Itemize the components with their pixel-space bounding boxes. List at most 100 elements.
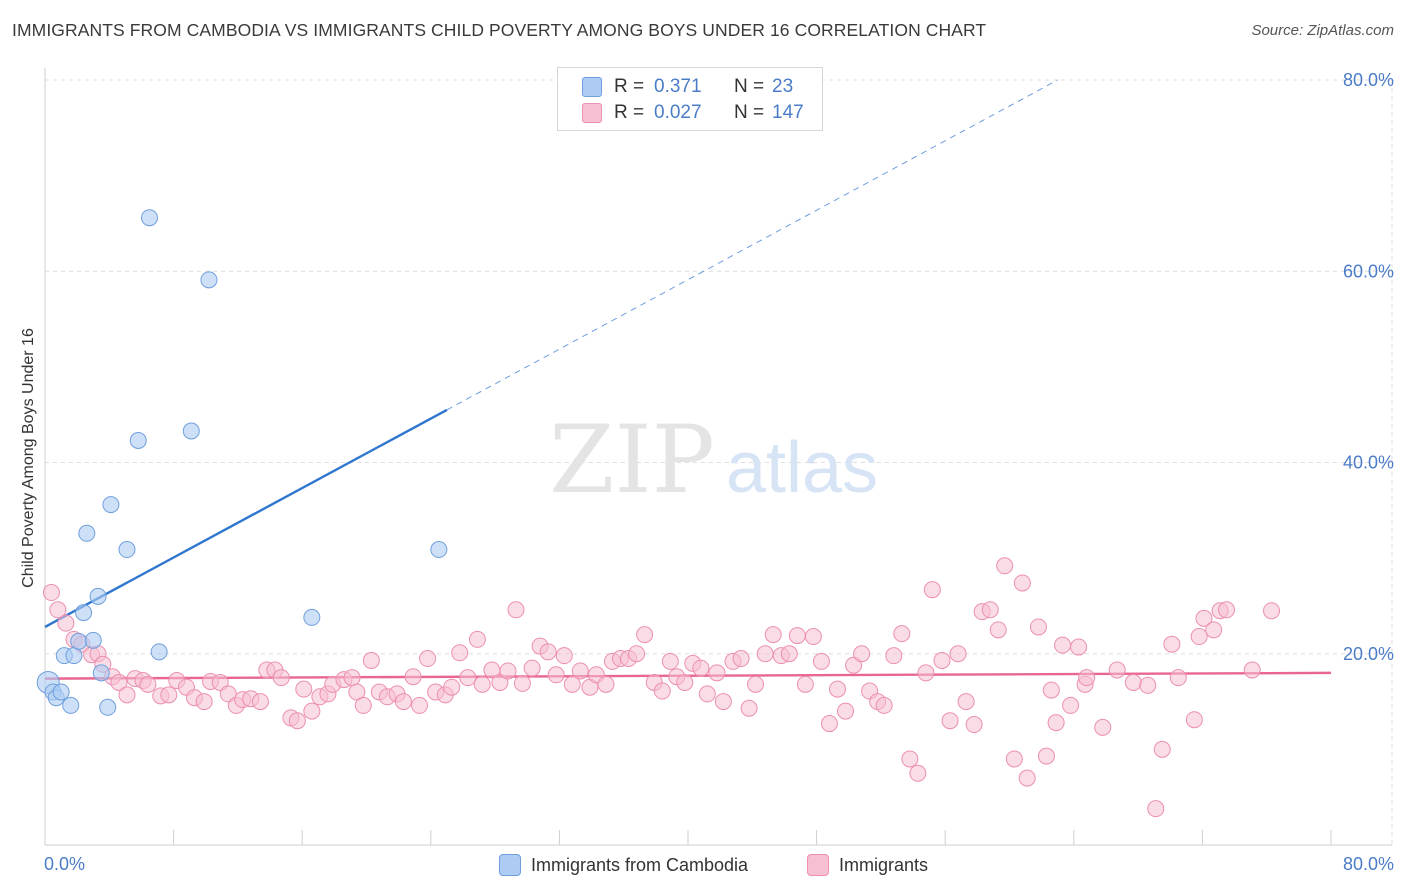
immigrants-point <box>539 643 557 661</box>
cambodia-point <box>65 647 83 665</box>
immigrants-point <box>1153 740 1171 758</box>
immigrants-point <box>901 750 919 768</box>
y-tick-label: 40.0% <box>1343 453 1394 473</box>
bottom-legend-immigrants: Immigrants <box>807 853 928 877</box>
immigrants-point <box>1218 601 1236 619</box>
x-tick-label-max: 80.0% <box>1343 854 1394 874</box>
immigrants-point <box>828 680 846 698</box>
watermark-atlas: atlas <box>726 428 878 508</box>
bottom-legend-swatch-cambodia <box>499 854 521 876</box>
y-axis-label: Child Poverty Among Boys Under 16 <box>20 328 37 588</box>
immigrants-point <box>740 699 758 717</box>
immigrants-point <box>499 662 517 680</box>
immigrants-point <box>547 666 565 684</box>
immigrants-point <box>513 674 531 692</box>
cambodia-point <box>92 664 110 682</box>
immigrants-point <box>468 630 486 648</box>
legend-n-value: 147 <box>772 102 804 123</box>
source-credit: Source: ZipAtlas.com <box>1251 22 1394 39</box>
watermark: ZIP atlas <box>549 406 878 515</box>
immigrants-point <box>362 651 380 669</box>
immigrants-point <box>1139 676 1157 694</box>
immigrants-point <box>251 693 269 711</box>
immigrants-point <box>957 693 975 711</box>
immigrants-point <box>1190 628 1208 646</box>
cambodia-point <box>78 524 96 542</box>
immigrants-point <box>451 644 469 662</box>
immigrants-point <box>764 626 782 644</box>
y-tick-label: 80.0% <box>1343 70 1394 90</box>
legend-r-label: R = <box>614 76 645 97</box>
immigrants-point <box>1195 609 1213 627</box>
immigrants-point <box>1005 750 1023 768</box>
cambodia-point <box>118 541 136 559</box>
trend-line-cambodia-extension <box>446 79 1058 411</box>
bottom-legend-label-immigrants: Immigrants <box>839 854 929 875</box>
immigrants-point <box>110 673 128 691</box>
immigrants-point <box>42 584 60 602</box>
immigrants-point <box>909 764 927 782</box>
immigrants-point <box>965 716 983 734</box>
immigrants-point <box>804 628 822 646</box>
immigrants-point <box>708 664 726 682</box>
immigrants-point <box>443 678 461 696</box>
immigrants-point <box>917 664 935 682</box>
immigrants-point <box>1124 673 1142 691</box>
immigrants-point <box>394 693 412 711</box>
legend-n-label: N = <box>734 76 765 97</box>
grid-lines <box>45 79 1393 845</box>
cambodia-point <box>75 604 93 622</box>
immigrants-point <box>1062 696 1080 714</box>
tick-labels: 0.0% 80.0% 20.0% 40.0% 60.0% 80.0% <box>44 70 1394 874</box>
immigrants-point <box>923 581 941 599</box>
cambodia-point <box>89 587 107 605</box>
immigrants-point <box>473 675 491 693</box>
immigrants-point <box>523 659 541 677</box>
immigrants-point <box>404 668 422 686</box>
cambodia-point <box>150 643 168 661</box>
immigrants-point <box>1169 669 1187 687</box>
bottom-legend-cambodia: Immigrants from Cambodia <box>499 853 748 877</box>
immigrants-point <box>1185 711 1203 729</box>
immigrants-point <box>354 696 372 714</box>
bottom-legend-swatch-immigrants <box>807 854 829 876</box>
immigrants-point <box>989 621 1007 639</box>
legend-r-value: 0.371 <box>654 76 702 97</box>
immigrants-point <box>303 702 321 720</box>
immigrants-point <box>1070 638 1088 656</box>
immigrants-point <box>195 693 213 711</box>
cambodia-point <box>70 632 88 650</box>
immigrants-point <box>661 652 679 670</box>
immigrants-point <box>1013 574 1031 592</box>
immigrants-point <box>996 557 1014 575</box>
y-tick-label: 20.0% <box>1343 644 1394 664</box>
legend-swatch-immigrants <box>582 103 602 123</box>
legend-r-value: 0.027 <box>654 102 702 123</box>
immigrants-point <box>160 686 178 704</box>
immigrants-point <box>1037 747 1055 765</box>
immigrants-point <box>732 650 750 668</box>
immigrants-point <box>272 669 290 687</box>
immigrants-point <box>949 645 967 663</box>
immigrants-point <box>555 647 573 665</box>
immigrants-point <box>941 712 959 730</box>
legend-r-label: R = <box>614 102 645 123</box>
immigrants-point <box>885 647 903 665</box>
immigrants-point <box>1243 661 1261 679</box>
immigrants-point <box>837 702 855 720</box>
immigrants-point <box>653 682 671 700</box>
immigrants-point <box>1042 681 1060 699</box>
cambodia-point <box>129 432 147 450</box>
immigrants-point <box>1108 661 1126 679</box>
correlation-legend: R = 0.371 N = 23 R = 0.027 N = 147 <box>557 67 823 131</box>
cambodia-point <box>200 271 218 289</box>
immigrants-point <box>563 675 581 693</box>
legend-row-immigrants: R = 0.027 N = 147 <box>582 101 804 125</box>
immigrants-point <box>411 696 429 714</box>
immigrants-point <box>49 601 67 619</box>
immigrants-point <box>1054 636 1072 654</box>
immigrants-point <box>1018 769 1036 787</box>
cambodia-point <box>84 631 102 649</box>
immigrants-point <box>756 645 774 663</box>
